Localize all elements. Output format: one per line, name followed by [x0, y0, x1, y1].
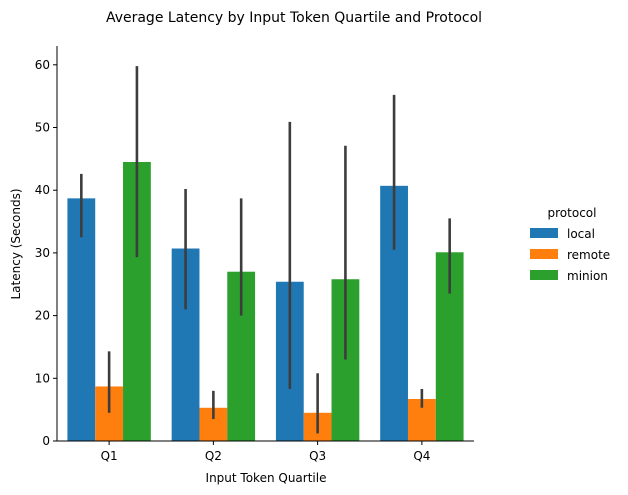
y-axis: 0 10 20 30 40 50 60 [35, 46, 58, 448]
y-axis-label: Latency (Seconds) [9, 188, 23, 299]
x-tick-label: Q2 [205, 449, 222, 463]
y-tick-label: 10 [35, 371, 50, 385]
legend-swatch-minion [530, 270, 558, 280]
x-tick-label: Q4 [413, 449, 430, 463]
y-tick-label: 50 [35, 121, 50, 135]
y-tick-label: 30 [35, 246, 50, 260]
x-axis-label: Input Token Quartile [206, 471, 327, 485]
legend-label-remote: remote [567, 248, 610, 262]
legend-title: protocol [548, 206, 597, 220]
chart-title: Average Latency by Input Token Quartile … [106, 10, 482, 26]
legend-label-local: local [567, 227, 595, 241]
legend: protocol local remote minion [530, 206, 610, 283]
x-tick-label: Q3 [309, 449, 326, 463]
y-tick-label: 40 [35, 183, 50, 197]
legend-swatch-local [530, 228, 558, 238]
plot-area [67, 66, 464, 441]
legend-swatch-remote [530, 249, 558, 259]
y-tick-label: 20 [35, 309, 50, 323]
bar-local-Q1 [67, 198, 96, 441]
y-tick-label: 60 [35, 58, 50, 72]
x-axis: Q1 Q2 Q3 Q4 [57, 440, 474, 463]
legend-label-minion: minion [567, 269, 608, 283]
x-tick-label: Q1 [101, 449, 118, 463]
y-tick-label: 0 [42, 434, 50, 448]
